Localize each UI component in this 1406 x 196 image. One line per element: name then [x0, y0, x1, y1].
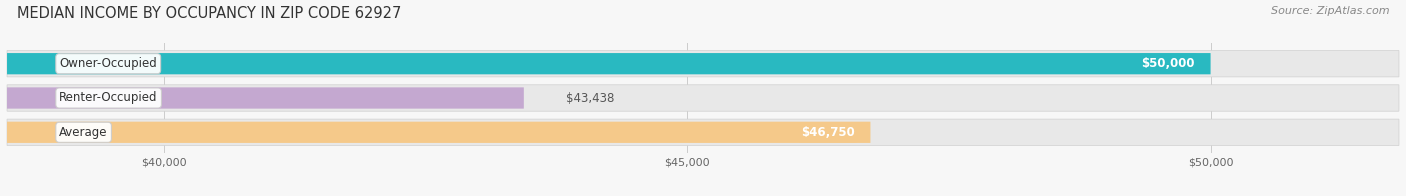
Text: Renter-Occupied: Renter-Occupied — [59, 92, 157, 104]
FancyBboxPatch shape — [7, 51, 1399, 77]
Text: Owner-Occupied: Owner-Occupied — [59, 57, 157, 70]
Text: MEDIAN INCOME BY OCCUPANCY IN ZIP CODE 62927: MEDIAN INCOME BY OCCUPANCY IN ZIP CODE 6… — [17, 6, 401, 21]
FancyBboxPatch shape — [7, 87, 524, 109]
FancyBboxPatch shape — [7, 53, 1211, 74]
Text: Source: ZipAtlas.com: Source: ZipAtlas.com — [1271, 6, 1389, 16]
Text: $46,750: $46,750 — [801, 126, 855, 139]
FancyBboxPatch shape — [7, 119, 1399, 145]
FancyBboxPatch shape — [7, 122, 870, 143]
FancyBboxPatch shape — [7, 85, 1399, 111]
Text: $50,000: $50,000 — [1142, 57, 1195, 70]
Text: $43,438: $43,438 — [565, 92, 614, 104]
Text: Average: Average — [59, 126, 108, 139]
